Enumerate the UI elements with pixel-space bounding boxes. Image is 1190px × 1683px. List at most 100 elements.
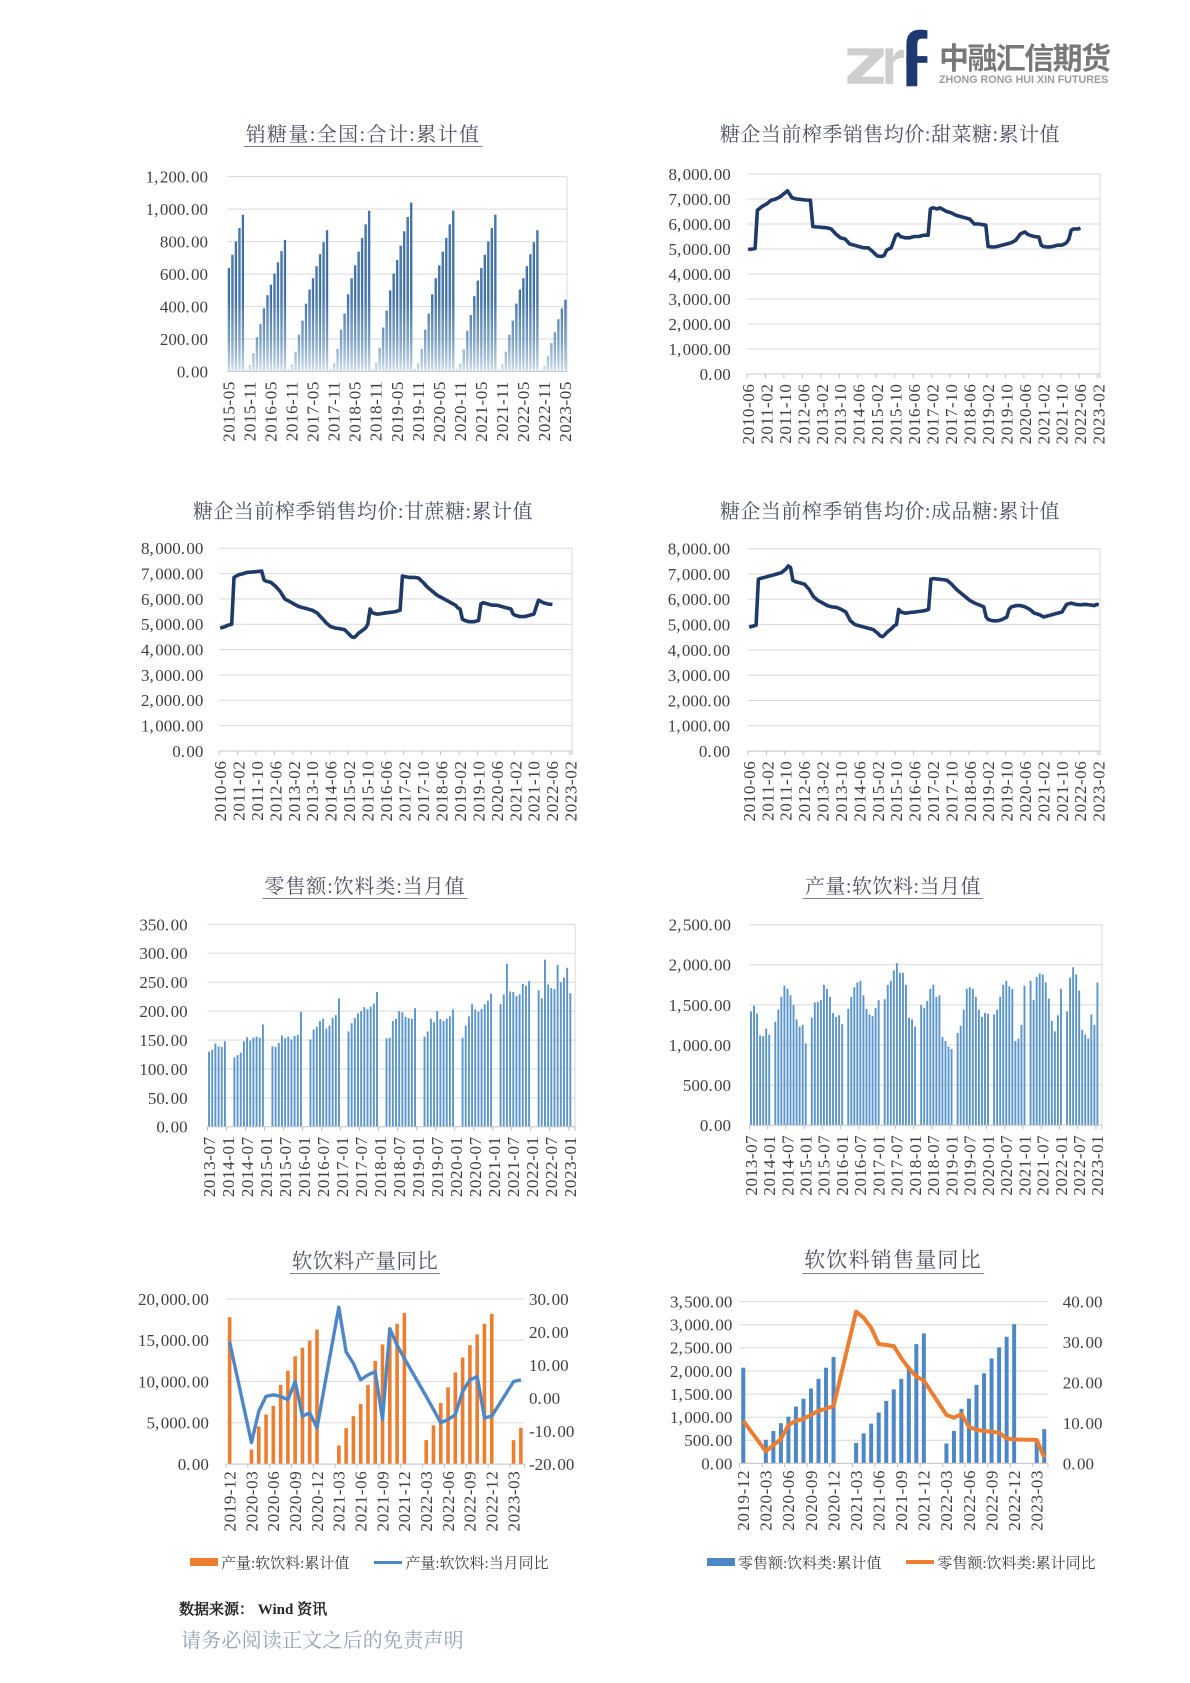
svg-text:5, 000. 00: 5, 000. 00 <box>141 610 203 635</box>
svg-text:2016-06: 2016-06 <box>901 761 926 822</box>
svg-text:2016-06: 2016-06 <box>372 761 397 822</box>
svg-text:2020-09: 2020-09 <box>281 1471 306 1532</box>
svg-text:2023-03: 2023-03 <box>499 1471 524 1532</box>
svg-text:2013-10: 2013-10 <box>826 384 851 445</box>
svg-text:2018-07: 2018-07 <box>919 1135 944 1196</box>
svg-text:2012-06: 2012-06 <box>261 761 286 822</box>
svg-text:2018-06: 2018-06 <box>956 761 981 822</box>
svg-text:1, 000. 00: 1, 000. 00 <box>670 1403 732 1428</box>
svg-text:2021-10: 2021-10 <box>520 761 545 822</box>
svg-text:2020-03: 2020-03 <box>752 1470 777 1531</box>
svg-text:2022-06: 2022-06 <box>1066 761 1091 822</box>
svg-text:4, 000. 00: 4, 000. 00 <box>668 260 730 285</box>
svg-text:2019-02: 2019-02 <box>974 761 999 822</box>
svg-text:2017-01: 2017-01 <box>328 1136 353 1197</box>
svg-text:2021-10: 2021-10 <box>1048 384 1073 445</box>
svg-text:2019-10: 2019-10 <box>993 761 1018 822</box>
svg-text:2010-06: 2010-06 <box>734 384 759 445</box>
svg-text:2015-01: 2015-01 <box>252 1136 277 1197</box>
svg-text:2015-11: 2015-11 <box>236 381 261 441</box>
svg-text:2023-01: 2023-01 <box>556 1136 581 1197</box>
svg-text:2021-03: 2021-03 <box>842 1470 867 1531</box>
svg-text:0. 00: 0. 00 <box>1063 1449 1094 1474</box>
svg-text:2015-10: 2015-10 <box>354 761 379 822</box>
svg-text:2021-06: 2021-06 <box>865 1470 890 1531</box>
svg-text:2015-10: 2015-10 <box>882 384 907 445</box>
svg-text:50. 00: 50. 00 <box>148 1084 188 1109</box>
svg-text:2011-10: 2011-10 <box>771 384 796 444</box>
svg-text:2019-07: 2019-07 <box>423 1136 448 1197</box>
svg-text:2022-06: 2022-06 <box>1066 384 1091 445</box>
svg-text:2013-10: 2013-10 <box>827 761 852 822</box>
svg-text:2020-01: 2020-01 <box>974 1135 999 1196</box>
svg-text:2018-05: 2018-05 <box>341 381 366 442</box>
svg-text:2019-01: 2019-01 <box>937 1135 962 1196</box>
svg-text:2015-10: 2015-10 <box>882 761 907 822</box>
svg-text:2016-06: 2016-06 <box>900 384 925 445</box>
svg-text:2014-06: 2014-06 <box>845 384 870 445</box>
svg-text:500. 00: 500. 00 <box>683 1071 731 1096</box>
svg-text:2020-06: 2020-06 <box>1011 761 1036 822</box>
svg-text:2021-03: 2021-03 <box>325 1471 350 1532</box>
svg-text:2011-02: 2011-02 <box>752 384 777 444</box>
svg-text:2011-10: 2011-10 <box>772 761 797 821</box>
svg-text:2016-07: 2016-07 <box>309 1136 334 1197</box>
svg-text:2021-09: 2021-09 <box>887 1470 912 1531</box>
svg-text:6, 000. 00: 6, 000. 00 <box>668 210 730 235</box>
svg-text:1, 500. 00: 1, 500. 00 <box>670 1380 732 1405</box>
svg-text:2017-05: 2017-05 <box>299 381 324 442</box>
svg-text:2, 000. 00: 2, 000. 00 <box>668 310 730 335</box>
svg-text:2016-11: 2016-11 <box>278 381 303 441</box>
svg-text:2023-01: 2023-01 <box>1083 1135 1108 1196</box>
svg-text:2017-01: 2017-01 <box>864 1135 889 1196</box>
svg-text:500. 00: 500. 00 <box>684 1426 732 1451</box>
svg-text:0. 00: 0. 00 <box>172 737 203 762</box>
svg-text:2022-01: 2022-01 <box>1047 1135 1072 1196</box>
svg-text:2014-07: 2014-07 <box>773 1135 798 1196</box>
svg-text:2014-06: 2014-06 <box>317 761 342 822</box>
svg-text:2022-09: 2022-09 <box>456 1471 481 1532</box>
svg-text:2021-06: 2021-06 <box>347 1471 372 1532</box>
svg-text:2022-01: 2022-01 <box>518 1136 543 1197</box>
svg-text:1, 500. 00: 1, 500. 00 <box>669 991 731 1016</box>
svg-text:2017-02: 2017-02 <box>391 761 416 822</box>
svg-text:2017-10: 2017-10 <box>409 761 434 822</box>
svg-text:2020-06: 2020-06 <box>259 1471 284 1532</box>
svg-text:2022-11: 2022-11 <box>530 381 555 441</box>
svg-text:2015-01: 2015-01 <box>792 1135 817 1196</box>
svg-text:3, 000. 00: 3, 000. 00 <box>668 661 730 686</box>
svg-text:0. 00: 0. 00 <box>700 360 731 385</box>
svg-text:2021-01: 2021-01 <box>480 1136 505 1197</box>
svg-text:2020-06: 2020-06 <box>483 761 508 822</box>
svg-text:1, 000. 00: 1, 000. 00 <box>668 712 730 737</box>
svg-text:0. 00: 0. 00 <box>529 1384 560 1409</box>
svg-text:2017-07: 2017-07 <box>883 1135 908 1196</box>
svg-text:2019-05: 2019-05 <box>383 381 408 442</box>
svg-text:2021-02: 2021-02 <box>1029 384 1054 445</box>
svg-text:2013-10: 2013-10 <box>298 761 323 822</box>
svg-text:10. 00: 10. 00 <box>529 1351 569 1376</box>
svg-text:1, 000. 00: 1, 000. 00 <box>141 712 203 737</box>
svg-text:2, 000. 00: 2, 000. 00 <box>669 951 731 976</box>
svg-text:20, 000. 00: 20, 000. 00 <box>138 1285 209 1310</box>
svg-text:2016-01: 2016-01 <box>828 1135 853 1196</box>
svg-text:30. 00: 30. 00 <box>529 1285 569 1310</box>
svg-text:2012-06: 2012-06 <box>790 761 815 822</box>
svg-text:5, 000. 00: 5, 000. 00 <box>147 1409 209 1434</box>
svg-text:5, 000. 00: 5, 000. 00 <box>668 235 730 260</box>
svg-text:8, 000. 00: 8, 000. 00 <box>668 160 730 185</box>
svg-text:0. 00: 0. 00 <box>156 1113 187 1138</box>
svg-text:2021-09: 2021-09 <box>368 1471 393 1532</box>
svg-text:2019-10: 2019-10 <box>992 384 1017 445</box>
svg-text:-20. 00: -20. 00 <box>529 1450 574 1475</box>
svg-text:2018-06: 2018-06 <box>955 384 980 445</box>
svg-text:2021-12: 2021-12 <box>910 1470 935 1531</box>
svg-text:2017-11: 2017-11 <box>320 381 345 441</box>
svg-text:2018-06: 2018-06 <box>427 761 452 822</box>
svg-text:2022-06: 2022-06 <box>955 1470 980 1531</box>
svg-text:2021-02: 2021-02 <box>501 761 526 822</box>
svg-text:2015-02: 2015-02 <box>864 761 889 822</box>
svg-text:2014-01: 2014-01 <box>214 1136 239 1197</box>
svg-text:2023-02: 2023-02 <box>1085 384 1110 445</box>
svg-text:2021-07: 2021-07 <box>1029 1135 1054 1196</box>
